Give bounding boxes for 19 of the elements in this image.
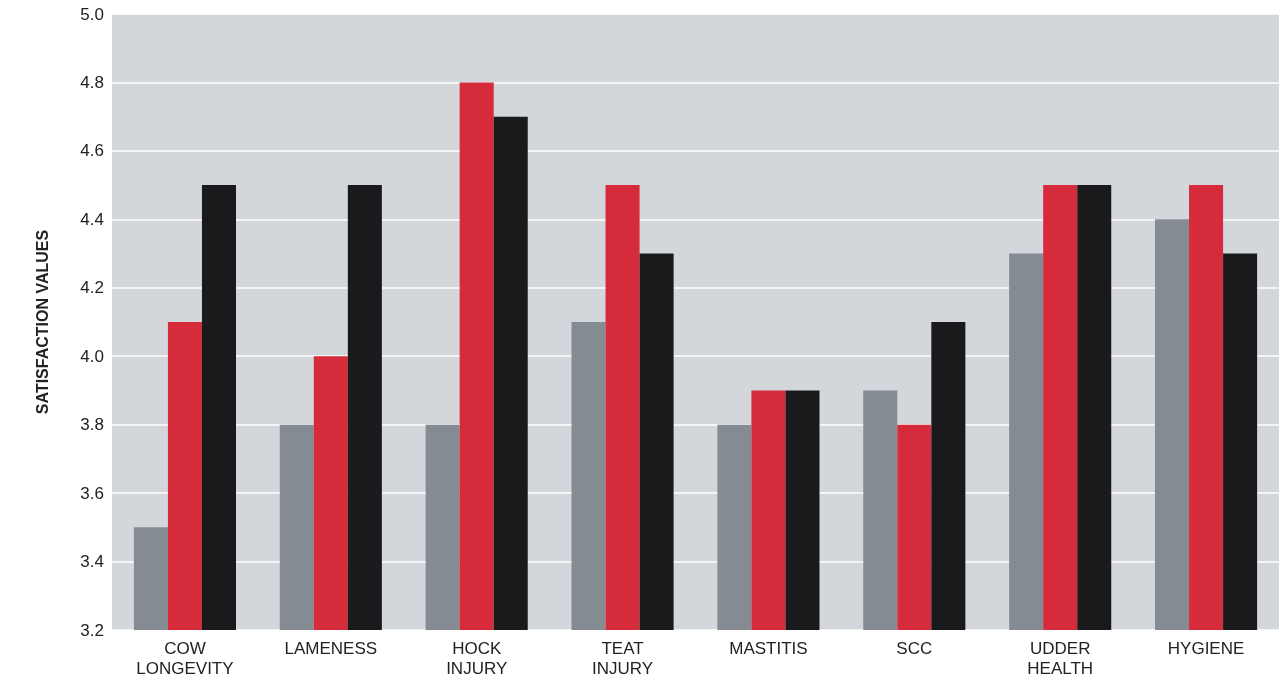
y-tick-label: 5.0: [80, 4, 104, 24]
y-tick-label: 3.4: [80, 552, 104, 572]
x-tick-label: HOCK INJURY: [446, 638, 508, 678]
y-tick-label: 4.6: [80, 141, 104, 161]
y-tick-label: 4.8: [80, 72, 104, 92]
x-tick-label: MASTITIS: [729, 638, 808, 658]
x-tick-label: HYGIENE: [1167, 638, 1245, 658]
x-tick-label: COW LONGEVITY: [136, 638, 234, 678]
y-tick-label: 3.8: [80, 415, 104, 435]
x-tick-label: SCC: [896, 638, 933, 658]
x-tick-label: UDDER HEALTH: [1027, 638, 1094, 678]
x-tick-label: LAMENESS: [284, 638, 378, 658]
y-tick-label: 3.2: [80, 620, 104, 640]
y-tick-label: 4.0: [80, 346, 104, 366]
y-tick-label: 4.2: [80, 278, 104, 298]
y-tick-label: 3.6: [80, 483, 104, 503]
y-axis-title: SATISFACTION VALUES: [33, 229, 51, 415]
y-tick-label: 4.4: [80, 209, 104, 229]
x-tick-label: TEAT INJURY: [592, 638, 654, 678]
